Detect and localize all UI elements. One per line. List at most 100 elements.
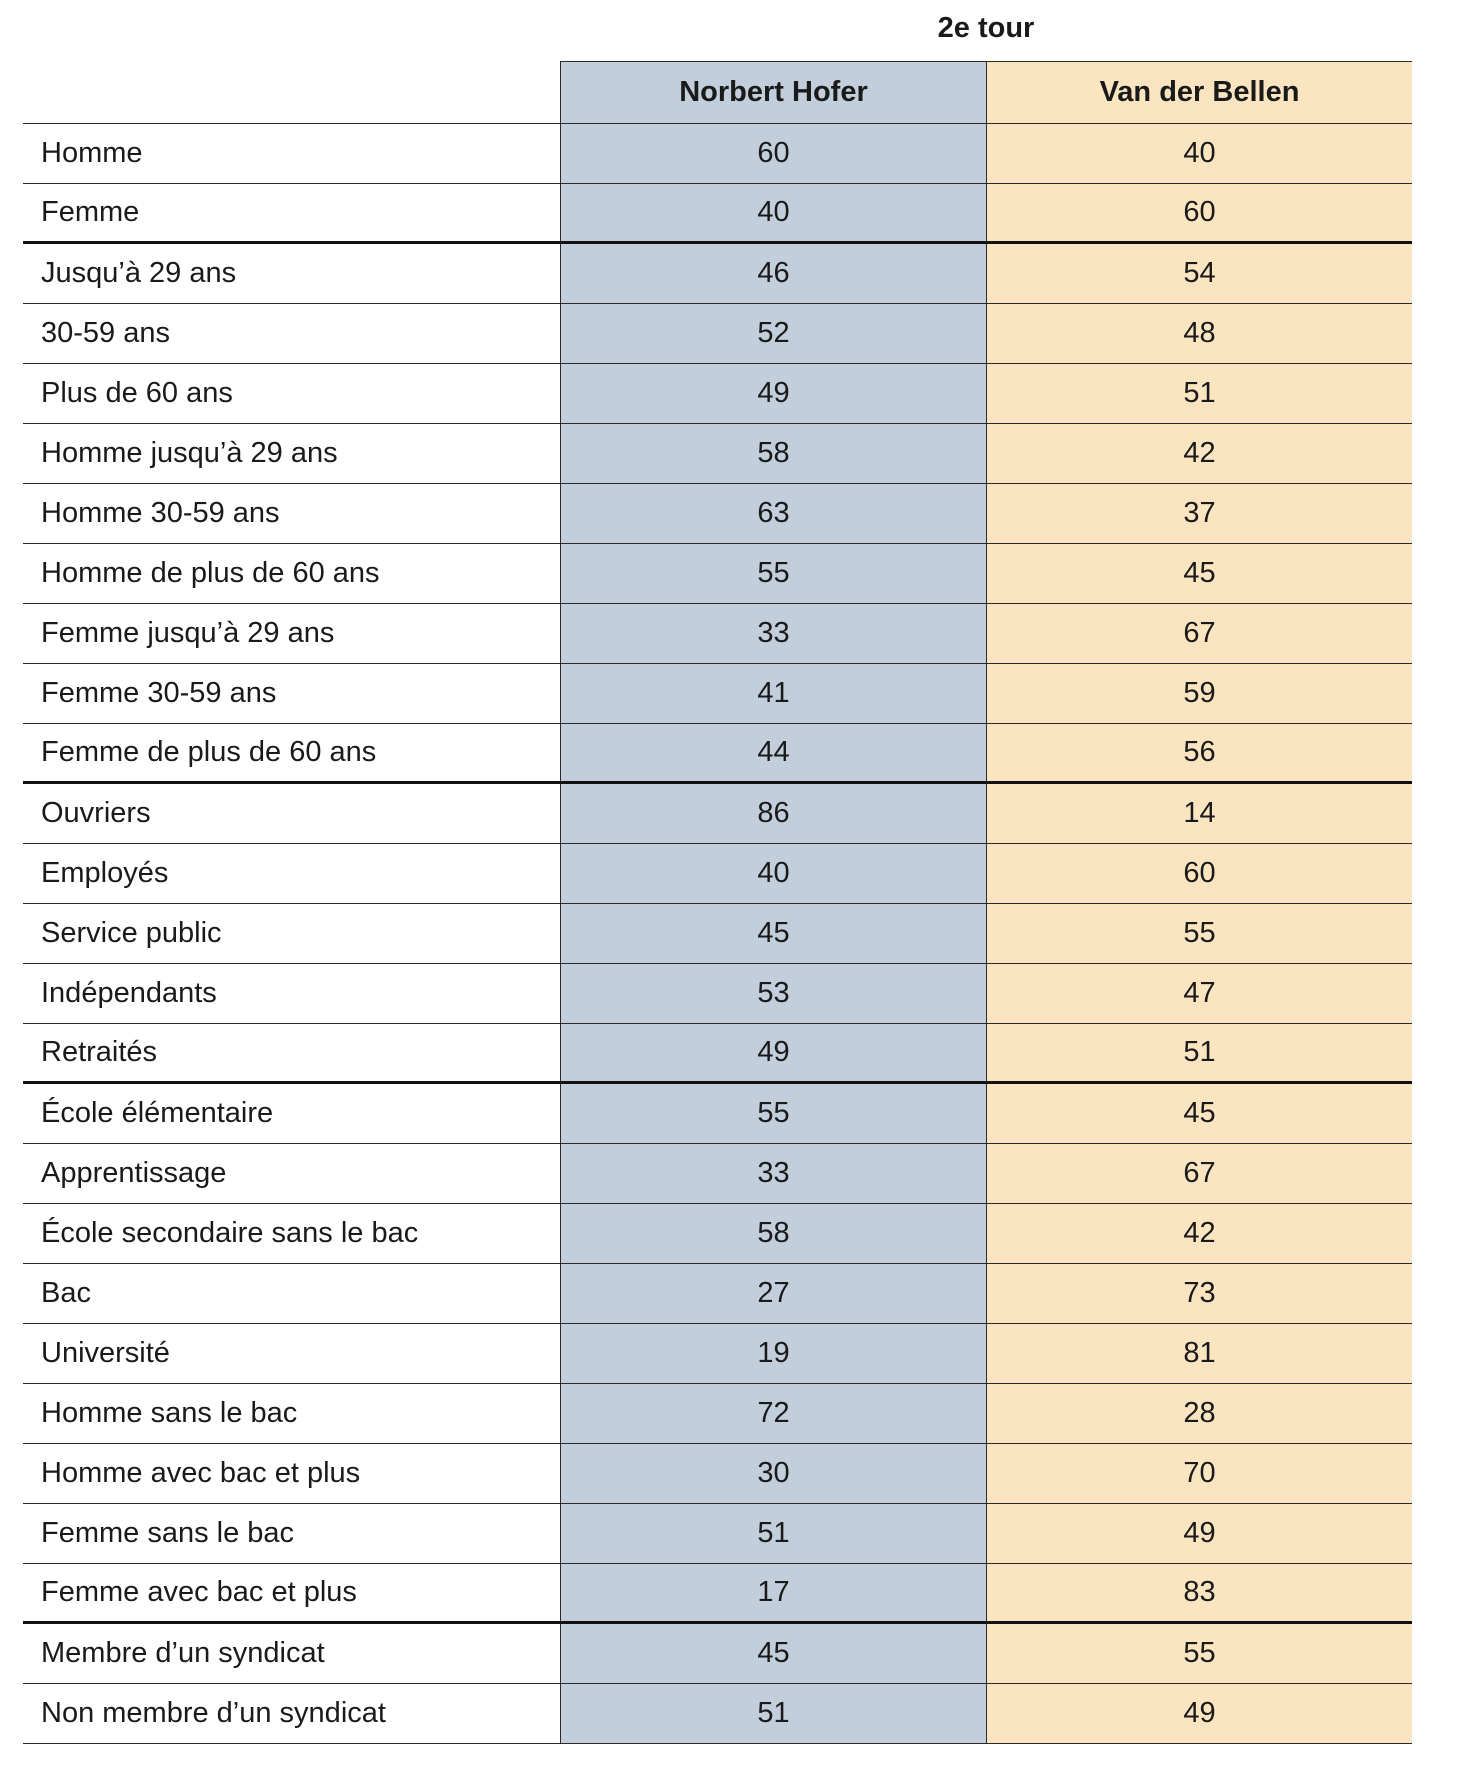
vdb-value: 81 <box>986 1324 1412 1383</box>
row-label: Femme avec bac et plus <box>41 1576 357 1608</box>
header-blank <box>23 61 560 123</box>
row-label: Femme jusqu’à 29 ans <box>41 617 335 649</box>
vdb-value: 55 <box>986 904 1412 963</box>
hofer-value: 72 <box>560 1384 986 1443</box>
vdb-value: 59 <box>986 664 1412 723</box>
table-row: Femme de plus de 60 ans 44 56 <box>23 724 1412 784</box>
vdb-value: 67 <box>986 1144 1412 1203</box>
hofer-value: 17 <box>560 1564 986 1621</box>
hofer-value: 58 <box>560 424 986 483</box>
vdb-value: 47 <box>986 964 1412 1023</box>
hofer-value: 41 <box>560 664 986 723</box>
vdb-value: 51 <box>986 364 1412 423</box>
vdb-value: 37 <box>986 484 1412 543</box>
row-label: Employés <box>41 857 169 889</box>
vdb-value: 54 <box>986 244 1412 303</box>
vdb-value: 42 <box>986 1204 1412 1263</box>
hofer-value: 27 <box>560 1264 986 1323</box>
table-row: Femme 30-59 ans 41 59 <box>23 664 1412 724</box>
table-row: Homme 60 40 <box>23 124 1412 184</box>
row-label: Apprentissage <box>41 1157 227 1189</box>
row-label: 30-59 ans <box>41 317 170 349</box>
row-label: Retraités <box>41 1036 158 1068</box>
vdb-value: 55 <box>986 1624 1412 1683</box>
vdb-value: 51 <box>986 1024 1412 1081</box>
vdb-value: 45 <box>986 544 1412 603</box>
table-row: 30-59 ans 52 48 <box>23 304 1412 364</box>
row-label: Homme sans le bac <box>41 1397 298 1429</box>
header-row: Norbert Hofer Van der Bellen <box>23 61 1412 124</box>
row-label: Plus de 60 ans <box>41 377 233 409</box>
vdb-value: 60 <box>986 844 1412 903</box>
vdb-value: 28 <box>986 1384 1412 1443</box>
vdb-value: 70 <box>986 1444 1412 1503</box>
table-row: Femme sans le bac 51 49 <box>23 1504 1412 1564</box>
hofer-value: 45 <box>560 904 986 963</box>
table-row: Homme jusqu’à 29 ans 58 42 <box>23 424 1412 484</box>
table-row: Homme avec bac et plus 30 70 <box>23 1444 1412 1504</box>
row-label: Jusqu’à 29 ans <box>41 257 237 289</box>
row-label: Service public <box>41 917 222 949</box>
column-header: Norbert Hofer <box>560 61 986 123</box>
row-label: Homme <box>41 137 143 169</box>
hofer-value: 44 <box>560 724 986 781</box>
vdb-value: 73 <box>986 1264 1412 1323</box>
hofer-value: 55 <box>560 544 986 603</box>
table-row: Femme jusqu’à 29 ans 33 67 <box>23 604 1412 664</box>
hofer-value: 19 <box>560 1324 986 1383</box>
vdb-value: 60 <box>986 184 1412 241</box>
hofer-value: 52 <box>560 304 986 363</box>
row-label: Homme de plus de 60 ans <box>41 557 380 589</box>
row-label: Femme <box>41 196 140 228</box>
row-label: Ouvriers <box>41 797 151 829</box>
table-row: École secondaire sans le bac 58 42 <box>23 1204 1412 1264</box>
hofer-value: 33 <box>560 604 986 663</box>
row-label: Femme de plus de 60 ans <box>41 736 377 768</box>
vdb-value: 42 <box>986 424 1412 483</box>
table-row: Homme 30-59 ans 63 37 <box>23 484 1412 544</box>
table-row: Femme avec bac et plus 17 83 <box>23 1564 1412 1624</box>
hofer-value: 49 <box>560 1024 986 1081</box>
vdb-value: 49 <box>986 1684 1412 1743</box>
row-label: Indépendants <box>41 977 217 1009</box>
vdb-value: 48 <box>986 304 1412 363</box>
table: Norbert Hofer Van der Bellen Homme 60 40 Femm… <box>23 61 1412 1744</box>
vdb-value: 14 <box>986 784 1412 843</box>
table-row: Université 19 81 <box>23 1324 1412 1384</box>
row-label: Non membre d’un syndicat <box>41 1697 386 1729</box>
hofer-value: 51 <box>560 1684 986 1743</box>
table-title: 2e tour <box>937 12 1035 44</box>
table-row: Membre d’un syndicat 45 55 <box>23 1624 1412 1684</box>
row-label: Bac <box>41 1277 91 1309</box>
hofer-value: 40 <box>560 184 986 241</box>
table-row: Plus de 60 ans 49 51 <box>23 364 1412 424</box>
row-label: Membre d’un syndicat <box>41 1637 325 1669</box>
vdb-value: 67 <box>986 604 1412 663</box>
hofer-value: 55 <box>560 1084 986 1143</box>
hofer-value: 51 <box>560 1504 986 1563</box>
table-row: Apprentissage 33 67 <box>23 1144 1412 1204</box>
vdb-value: 83 <box>986 1564 1412 1621</box>
hofer-value: 30 <box>560 1444 986 1503</box>
row-label: Université <box>41 1337 170 1369</box>
row-label: École élémentaire <box>41 1097 274 1129</box>
column-header: Van der Bellen <box>986 61 1412 123</box>
row-label: Femme 30-59 ans <box>41 677 277 709</box>
table-row: Bac 27 73 <box>23 1264 1412 1324</box>
table-row: Non membre d’un syndicat 51 49 <box>23 1684 1412 1744</box>
row-label: Homme 30-59 ans <box>41 497 280 529</box>
hofer-value: 86 <box>560 784 986 843</box>
hofer-value: 58 <box>560 1204 986 1263</box>
table-row: Jusqu’à 29 ans 46 54 <box>23 244 1412 304</box>
hofer-value: 40 <box>560 844 986 903</box>
table-row: Homme de plus de 60 ans 55 45 <box>23 544 1412 604</box>
vdb-value: 56 <box>986 724 1412 781</box>
row-label: Homme jusqu’à 29 ans <box>41 437 338 469</box>
hofer-value: 53 <box>560 964 986 1023</box>
table-row: Homme sans le bac 72 28 <box>23 1384 1412 1444</box>
row-label: Femme sans le bac <box>41 1517 295 1549</box>
table-row: École élémentaire 55 45 <box>23 1084 1412 1144</box>
hofer-value: 46 <box>560 244 986 303</box>
hofer-value: 45 <box>560 1624 986 1683</box>
